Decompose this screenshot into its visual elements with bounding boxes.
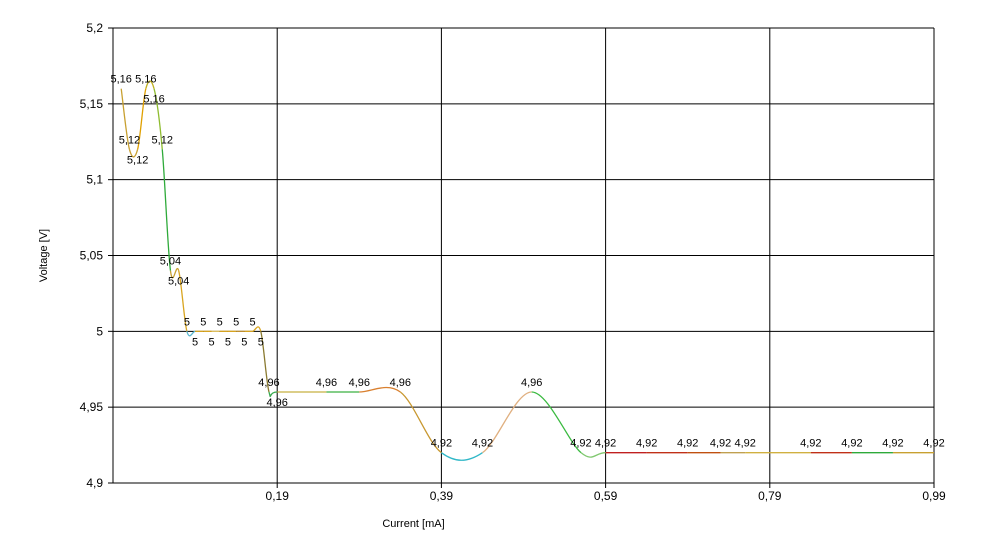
x-tick-label: 0,99 [922, 489, 946, 503]
data-label: 4,96 [316, 377, 337, 389]
series-segment [531, 391, 582, 454]
series-segment [178, 270, 188, 332]
data-label: 5,12 [119, 134, 140, 146]
data-label: 4,92 [570, 438, 591, 450]
data-label: 4,92 [734, 438, 755, 450]
series-segment [399, 391, 442, 454]
x-axis-title: Current [mA] [382, 518, 444, 530]
series-segment [580, 452, 606, 458]
data-label: 5 [208, 336, 214, 348]
data-label: 5,12 [152, 134, 173, 146]
x-tick-label: 0,39 [430, 489, 454, 503]
y-tick-label: 5,1 [86, 173, 103, 187]
data-label: 4,92 [882, 438, 903, 450]
data-label: 4,92 [595, 438, 616, 450]
data-label: 5 [233, 316, 239, 328]
grid-layer [108, 27, 935, 488]
data-label: 4,92 [677, 438, 698, 450]
data-label: 4,92 [710, 438, 731, 450]
x-tick-label: 0,59 [594, 489, 618, 503]
data-label: 5 [250, 316, 256, 328]
data-label: 4,96 [349, 377, 370, 389]
y-tick-label: 5,2 [86, 21, 103, 35]
series-segment [169, 267, 180, 279]
data-label: 5 [200, 316, 206, 328]
series-layer [120, 80, 934, 461]
data-label: 4,96 [266, 397, 287, 409]
series-segment [441, 452, 483, 461]
x-tick-label: 0,19 [266, 489, 290, 503]
data-label-layer: 5,165,125,125,165,165,125,045,0455555555… [110, 74, 944, 450]
series-segment [137, 88, 147, 150]
series-segment [359, 386, 401, 393]
data-label: 4,96 [521, 377, 542, 389]
series-segment [268, 391, 278, 398]
data-label: 5 [225, 336, 231, 348]
data-label: 4,92 [800, 438, 821, 450]
series-segment [128, 149, 139, 158]
y-tick-label: 5 [96, 324, 103, 338]
tick-label-layer: 0,19 0,39 0,59 0,79 0,99 4,9 4,95 5 5,05 5,1 5,15 5… [80, 21, 946, 503]
y-tick-label: 4,95 [80, 400, 104, 414]
series-segment [120, 88, 131, 150]
data-label: 5 [184, 316, 190, 328]
data-label: 4,92 [472, 438, 493, 450]
data-label: 4,92 [636, 438, 657, 450]
data-label: 5 [217, 316, 223, 328]
data-label: 5,04 [168, 276, 189, 288]
data-label: 4,96 [258, 377, 279, 389]
data-label: 5,16 [135, 74, 156, 86]
data-label: 5 [192, 336, 198, 348]
x-tick-label: 0,79 [758, 489, 782, 503]
data-label: 5,16 [143, 94, 164, 106]
series-segment [186, 330, 196, 337]
data-label: 4,96 [390, 377, 411, 389]
data-label: 5,16 [110, 74, 131, 86]
y-tick-label: 5,05 [80, 249, 104, 263]
data-label: 4,92 [431, 438, 452, 450]
series-segment [161, 149, 172, 271]
data-label: 5,04 [160, 256, 181, 268]
data-label: 5 [258, 336, 264, 348]
y-axis-title: Voltage [V] [38, 229, 50, 282]
series-segment [252, 326, 262, 332]
series-segment [482, 391, 532, 454]
series-segment [260, 331, 270, 393]
data-label: 4,92 [923, 438, 944, 450]
data-label: 5,12 [127, 154, 148, 166]
data-label: 4,92 [841, 438, 862, 450]
y-tick-label: 4,9 [86, 476, 103, 490]
series-segment [145, 80, 155, 89]
y-tick-label: 5,15 [80, 97, 104, 111]
data-label: 5 [241, 336, 247, 348]
series-segment [153, 88, 163, 150]
